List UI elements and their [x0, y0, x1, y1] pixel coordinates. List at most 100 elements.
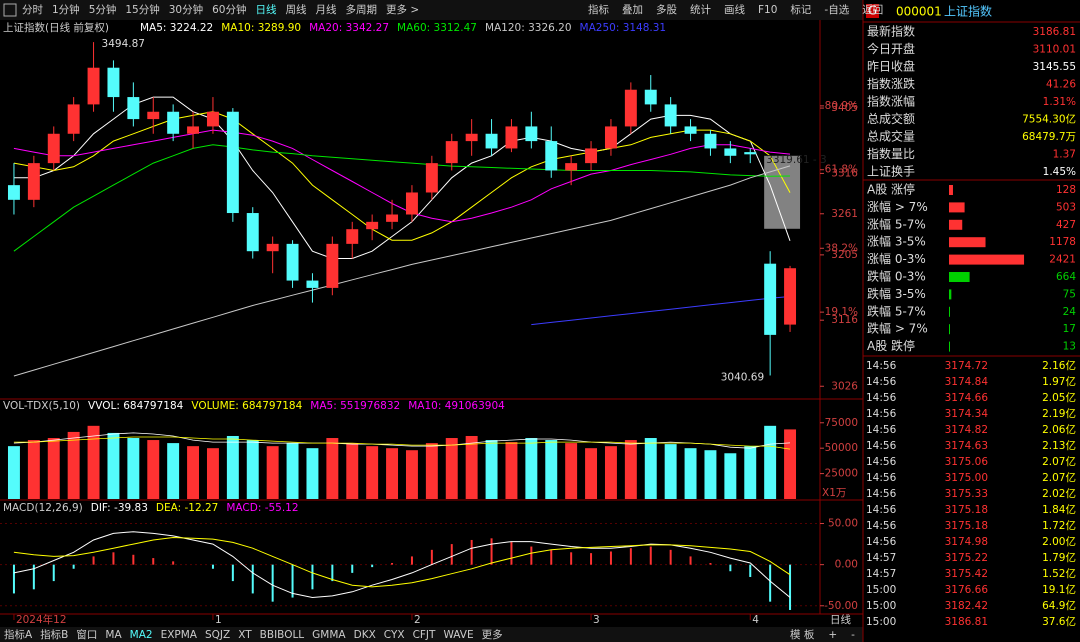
volume-bar [87, 425, 100, 499]
volume-bar [624, 440, 637, 499]
toolbar-item[interactable]: 周线 [286, 3, 307, 16]
toolbar-item[interactable]: 指标 [588, 3, 609, 16]
volume-bar [505, 442, 518, 499]
macd-line [13, 536, 791, 588]
legend-entry: DIF: -39.83 [91, 502, 148, 514]
toolbar-item[interactable]: 返回 [862, 4, 883, 16]
volume-bar [226, 435, 239, 499]
toolbar-item[interactable]: 统计 [690, 3, 711, 16]
trade-volume: 2.13亿 [1042, 439, 1076, 452]
trade-volume: 1.72亿 [1042, 519, 1076, 532]
trade-time: 14:56 [866, 424, 897, 436]
tab-control[interactable]: 模 板 [790, 628, 815, 641]
quote-label: 今日开盘 [867, 41, 915, 56]
volume-bar [246, 440, 259, 499]
breadth-count: 1178 [1049, 236, 1076, 248]
quote-value: 7554.30亿 [1022, 113, 1076, 126]
tabs-bg [0, 627, 863, 642]
trade-time: 14:56 [866, 440, 897, 452]
tab[interactable]: 窗口 [76, 628, 97, 641]
tab[interactable]: EXPMA [161, 629, 198, 641]
volume-bar [565, 443, 578, 499]
toolbar-item[interactable]: 月线 [316, 3, 337, 16]
volume-ma-line [13, 432, 791, 449]
breadth-label: 涨幅 > 7% [867, 199, 928, 214]
trade-time: 14:56 [866, 408, 897, 420]
y-tick-label: 25000 [825, 468, 858, 480]
y-tick-label: 0.00 [835, 559, 858, 571]
toolbar-item[interactable]: 多周期 [346, 3, 378, 16]
high-annotation: 3494.87 [102, 38, 145, 50]
breadth-count: 13 [1063, 341, 1076, 353]
toolbar-item[interactable]: 分时 [22, 4, 43, 16]
volume-bar [684, 448, 697, 499]
volume-bar [326, 438, 339, 499]
trade-volume: 2.19亿 [1042, 407, 1076, 420]
tab[interactable]: MA2 [130, 629, 153, 641]
breadth-label: 跌幅 > 7% [867, 321, 928, 336]
quote-label: 指数量比 [867, 146, 915, 161]
candle-body [565, 163, 578, 171]
trade-volume: 2.07亿 [1042, 455, 1076, 468]
toolbar-item[interactable]: 15分钟 [125, 3, 159, 16]
legend-entry: MA60: 3312.47 [397, 22, 477, 34]
toolbar-item[interactable]: 更多 > [386, 3, 419, 16]
volume-bar [7, 446, 20, 499]
toolbar-item[interactable]: 60分钟 [212, 3, 246, 16]
volume-bar [525, 438, 538, 499]
trade-volume: 1.97亿 [1042, 375, 1076, 388]
tab[interactable]: CFJT [413, 629, 436, 641]
y-tick-label: 3405 [831, 102, 858, 114]
tab-control[interactable]: + [828, 629, 837, 641]
tab[interactable]: 指标B [40, 628, 68, 641]
menu-icon[interactable] [3, 3, 17, 17]
tab[interactable]: WAVE [443, 629, 473, 641]
toolbar-item[interactable]: 多股 [656, 3, 677, 16]
tab[interactable]: MA [105, 629, 122, 641]
breadth-label: 跌幅 0-3% [867, 269, 926, 284]
tab[interactable]: 更多 [482, 628, 503, 641]
toolbar-item[interactable]: 标记 [790, 4, 811, 16]
tab[interactable]: 指标A [4, 628, 33, 641]
toolbar-item[interactable]: 叠加 [622, 4, 643, 16]
tab[interactable]: XT [238, 629, 252, 641]
ma-line [531, 296, 791, 326]
toolbar-item[interactable]: 1分钟 [52, 3, 80, 16]
tab[interactable]: CYX [384, 629, 405, 641]
candle-body [485, 133, 498, 149]
toolbar-item[interactable]: 5分钟 [89, 3, 117, 16]
ma-line [13, 144, 791, 252]
tab[interactable]: SQJZ [205, 629, 230, 641]
toolbar-item[interactable]: 日线 [256, 3, 277, 16]
toolbar-item[interactable]: 30分钟 [169, 3, 203, 16]
trade-price: 3175.18 [945, 504, 988, 516]
toolbar-item[interactable]: 画线 [724, 3, 745, 16]
breadth-label: 涨幅 5-7% [867, 216, 926, 231]
chart-title: VOL-TDX(5,10) [3, 400, 80, 412]
volume-bar [147, 440, 160, 499]
candle-body [525, 126, 538, 142]
breadth-bar [949, 341, 950, 352]
candle-body [107, 67, 120, 98]
trade-time: 14:56 [866, 472, 897, 484]
tab[interactable]: BBIBOLL [260, 629, 305, 641]
quote-label: 最新指数 [867, 24, 915, 39]
breadth-label: 跌幅 5-7% [867, 303, 926, 318]
quote-label: 总成交量 [867, 129, 915, 144]
volume-ma-line [13, 436, 791, 450]
trade-time: 14:56 [866, 520, 897, 532]
y-tick-label: 3026 [831, 380, 858, 392]
tab-control[interactable]: - [851, 629, 855, 641]
y-tick-label: 61.8% [825, 164, 858, 176]
candle-body [744, 152, 757, 155]
y-tick-label: 38.2% [825, 242, 858, 254]
volume-bar [644, 438, 657, 499]
trade-price: 3174.66 [945, 392, 989, 404]
volume-bar [604, 446, 617, 499]
tab[interactable]: GMMA [312, 629, 346, 641]
toolbar-item[interactable]: F10 [758, 4, 777, 16]
tab[interactable]: DKX [354, 629, 376, 641]
x-tick-label: 3 [593, 614, 600, 626]
period-label: 日线 [830, 613, 851, 626]
toolbar-item[interactable]: -自选 [824, 3, 849, 16]
